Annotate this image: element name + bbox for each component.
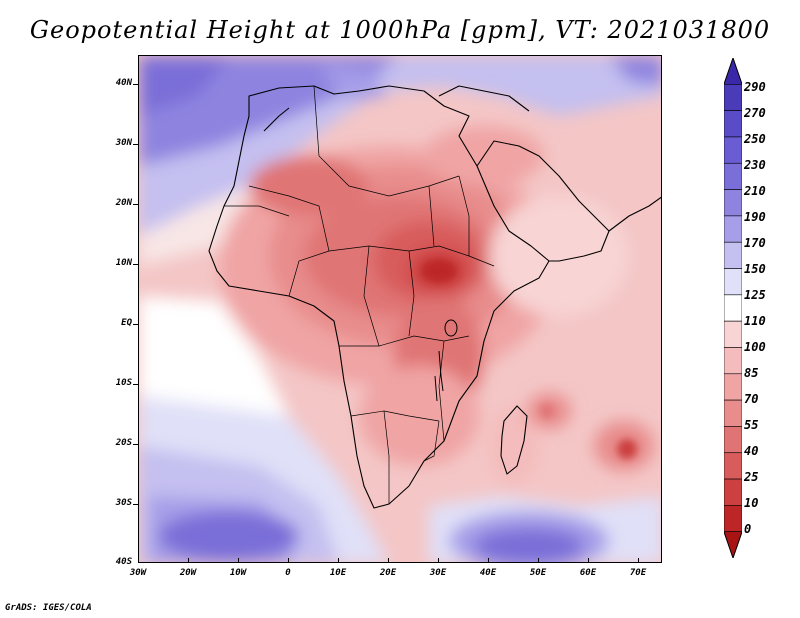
lat-label: 40S — [115, 557, 132, 567]
lat-tick — [133, 144, 138, 145]
lon-label: 10E — [329, 568, 347, 578]
lon-tick — [438, 558, 439, 563]
colorbar-segment — [724, 58, 742, 85]
lat-tick — [133, 444, 138, 445]
lat-tick — [133, 384, 138, 385]
colorbar-label: 290 — [744, 80, 766, 94]
colorbar-label: 150 — [744, 262, 766, 276]
lon-tick — [388, 558, 389, 563]
lon-tick — [338, 558, 339, 563]
colorbar-segment — [724, 426, 742, 454]
lon-tick — [288, 558, 289, 563]
colorbar-segment — [724, 452, 742, 480]
lat-label: 10S — [115, 378, 132, 388]
lat-label: 20S — [115, 438, 132, 448]
colorbar-label: 125 — [744, 288, 766, 302]
colorbar-bottom-arrow — [724, 531, 742, 558]
colorbar-segment — [724, 241, 742, 269]
lon-label: 50E — [529, 568, 547, 578]
colorbar-segment — [724, 531, 742, 558]
lat-label: 20N — [115, 198, 132, 208]
lakes — [434, 319, 458, 402]
colorbar-segment — [724, 320, 742, 348]
colorbar-label: 40 — [744, 444, 759, 458]
colorbar-segment — [724, 505, 742, 532]
lon-label: 30W — [129, 568, 147, 578]
colorbar-label: 70 — [744, 392, 759, 406]
country-borders — [224, 85, 495, 504]
colorbar-segment — [724, 215, 742, 243]
colorbar-label: 85 — [744, 366, 759, 380]
lon-label: 0 — [285, 568, 291, 578]
colorbar-segment — [724, 294, 742, 322]
colorbar-segment — [724, 189, 742, 217]
colorbar-segment — [724, 136, 742, 164]
contour-fill — [139, 56, 661, 562]
lat-tick — [133, 204, 138, 205]
lon-label: 60E — [579, 568, 597, 578]
lon-label: 20W — [179, 568, 197, 578]
colorbar-label: 190 — [744, 210, 766, 224]
lon-tick — [638, 558, 639, 563]
colorbar-segment — [724, 347, 742, 375]
colorbar-label: 55 — [744, 418, 759, 432]
colorbar-label: 25 — [744, 470, 759, 484]
colorbar-label: 230 — [744, 158, 766, 172]
lon-label: 20E — [379, 568, 397, 578]
lat-label: 10N — [115, 258, 132, 268]
colorbar-label: 0 — [744, 522, 752, 536]
lat-label: 30N — [115, 138, 132, 148]
colorbar-label: 110 — [744, 314, 766, 328]
colorbar-segment — [724, 162, 742, 190]
grads-credit: GrADS: IGES/COLA — [5, 603, 92, 613]
lon-label: 10W — [229, 568, 247, 578]
colorbar-label: 170 — [744, 236, 766, 250]
colorbar-segments — [724, 58, 742, 558]
chart-title: Geopotential Height at 1000hPa [gpm], VT… — [29, 16, 771, 44]
lat-tick — [133, 504, 138, 505]
colorbar-label: 250 — [744, 132, 766, 146]
colorbar-segment — [724, 373, 742, 401]
colorbar-segment — [724, 84, 742, 111]
geopotential-map — [139, 56, 661, 562]
lat-tick — [133, 264, 138, 265]
colorbar — [724, 58, 742, 558]
colorbar-label: 210 — [744, 184, 766, 198]
colorbar-top-arrow — [724, 58, 742, 85]
lat-tick — [133, 84, 138, 85]
lon-tick — [538, 558, 539, 563]
lat-label: EQ — [121, 318, 132, 328]
lon-tick — [588, 558, 589, 563]
colorbar-segment — [724, 399, 742, 427]
lon-tick — [488, 558, 489, 563]
lon-label: 70E — [629, 568, 647, 578]
map-panel — [138, 55, 662, 563]
lon-label: 30E — [429, 568, 447, 578]
lat-tick — [133, 324, 138, 325]
colorbar-segment — [724, 110, 742, 138]
contour-cores — [421, 259, 637, 459]
colorbar-label: 10 — [744, 496, 759, 510]
lat-label: 30S — [115, 498, 132, 508]
lon-label: 40E — [479, 568, 497, 578]
lon-tick — [188, 558, 189, 563]
colorbar-label: 100 — [744, 340, 766, 354]
lon-tick — [238, 558, 239, 563]
colorbar-segment — [724, 268, 742, 296]
colorbar-label: 270 — [744, 106, 766, 120]
lat-label: 40N — [115, 78, 132, 88]
colorbar-segment — [724, 478, 742, 506]
